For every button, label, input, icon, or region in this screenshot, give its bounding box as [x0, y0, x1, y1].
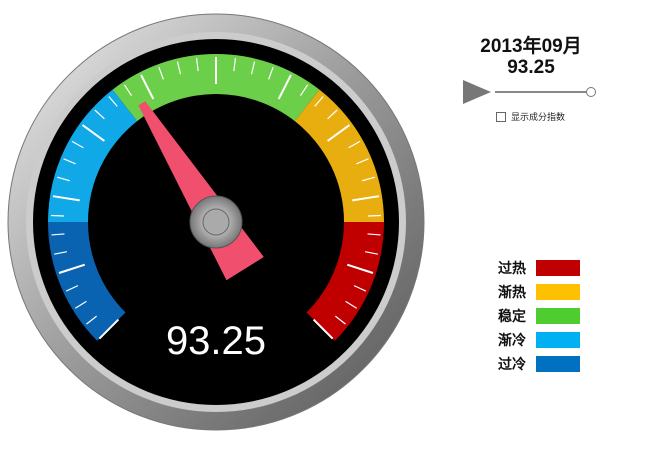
legend-item: 过冷 — [498, 352, 580, 376]
gauge-tick — [233, 58, 236, 72]
period-title: 2013年09月 — [480, 36, 582, 57]
gauge-tick — [75, 300, 87, 309]
gauge-tick — [123, 84, 133, 96]
gauge-tick — [94, 109, 105, 120]
gauge-tick — [52, 195, 80, 202]
gauge-tick — [367, 233, 381, 236]
gauge-tick — [268, 66, 274, 80]
gauge-tick — [345, 300, 357, 309]
gauge-tick — [327, 124, 351, 142]
gauge-tick — [334, 315, 346, 325]
gauge-tick — [86, 315, 98, 325]
gauge-tick — [54, 251, 68, 255]
gauge-tick — [346, 263, 374, 274]
gauge-band-3 — [294, 89, 384, 222]
legend-label: 过冷 — [498, 356, 526, 372]
checkbox-box[interactable] — [496, 111, 506, 122]
gauge-tick — [176, 61, 182, 75]
gauge-tick — [196, 58, 199, 72]
gauge-tick — [362, 176, 375, 182]
legend-swatch — [536, 284, 580, 300]
play-button[interactable] — [463, 80, 491, 104]
gauge-tick — [63, 158, 76, 165]
legend-label: 渐热 — [498, 284, 526, 300]
show-components-checkbox[interactable]: 显示成分指数 — [496, 110, 565, 123]
legend-item: 稳定 — [498, 304, 580, 328]
gauge-tick — [312, 318, 334, 340]
gauge-tick — [98, 318, 120, 340]
legend-label: 稳定 — [498, 308, 526, 324]
gauge-tick — [314, 96, 324, 107]
gauge-band-4 — [306, 222, 384, 341]
legend-swatch — [536, 332, 580, 348]
slider-handle[interactable] — [586, 87, 596, 97]
gauge-tick — [367, 214, 381, 217]
legend-swatch — [536, 356, 580, 372]
legend-label: 过热 — [498, 260, 526, 276]
legend-label: 渐冷 — [498, 332, 526, 348]
gauge-tick — [81, 124, 105, 142]
gauge-tick — [108, 96, 118, 107]
legend-item: 过热 — [498, 256, 580, 280]
gauge-band-0 — [48, 222, 126, 341]
gauge-tick — [250, 61, 256, 75]
legend-item: 渐冷 — [498, 328, 580, 352]
gauge-tick — [57, 176, 70, 182]
checkbox-label: 显示成分指数 — [511, 112, 566, 122]
gauge-band-1 — [48, 89, 138, 222]
gauge-tick — [299, 84, 309, 96]
legend-swatch — [536, 260, 580, 276]
time-slider[interactable] — [495, 91, 590, 93]
gauge-tick — [51, 214, 65, 217]
index-value: 93.25 — [507, 57, 555, 78]
gauge-tick — [158, 66, 164, 80]
gauge-tick — [71, 140, 84, 149]
gauge: 93.25 — [7, 13, 425, 431]
legend-swatch — [536, 308, 580, 324]
gauge-tick — [65, 285, 79, 292]
gauge-tick — [58, 263, 86, 274]
gauge-tick — [327, 109, 338, 120]
gauge-tick — [140, 74, 155, 100]
gauge-value: 93.25 — [166, 319, 266, 363]
gauge-tick — [364, 251, 378, 255]
gauge-tick — [356, 158, 369, 165]
gauge-tick — [352, 195, 380, 202]
legend: 过热渐热稳定渐冷过冷 — [498, 256, 580, 376]
legend-item: 渐热 — [498, 280, 580, 304]
gauge-tick — [353, 285, 367, 292]
gauge-tick — [348, 140, 361, 149]
gauge-band-2 — [112, 54, 320, 122]
gauge-tick — [277, 74, 292, 100]
gauge-tick — [51, 233, 65, 236]
